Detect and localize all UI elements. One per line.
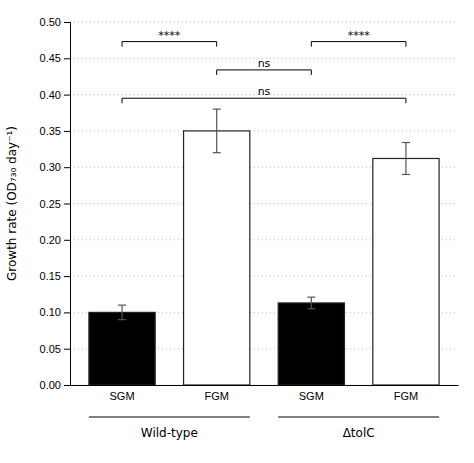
y-tick: 0.15 (40, 270, 70, 282)
error-line (121, 305, 122, 320)
error-cap (213, 109, 221, 110)
bracket-label: ns (258, 85, 271, 98)
y-tick-mark (64, 22, 70, 23)
x-tick-label: SGM (110, 390, 135, 402)
y-tick-mark (64, 167, 70, 168)
bracket (122, 98, 406, 103)
error-cap (118, 305, 126, 306)
x-tick: FGM (204, 385, 228, 402)
y-tick: 0.30 (40, 161, 70, 173)
y-tick-label: 0.30 (40, 161, 61, 173)
y-tick-label: 0.05 (40, 343, 61, 355)
bracket (217, 70, 312, 75)
y-tick: 0.10 (40, 306, 70, 318)
chart: 0.00 0.05 0.10 0.15 0.20 0.25 0.30 0.35 0.40 0.45… (0, 0, 474, 463)
y-tick-label: 0.25 (40, 198, 61, 210)
brackets: **** ns **** ns (122, 29, 406, 104)
grid-line (70, 130, 458, 131)
y-tick-mark (64, 95, 70, 96)
y-tick: 0.40 (40, 89, 70, 101)
y-tick-label: 0.10 (40, 306, 61, 318)
x-tick-label: FGM (204, 390, 228, 402)
y-tick-mark (64, 58, 70, 59)
error-cap (118, 319, 126, 320)
y-tick-mark (64, 204, 70, 205)
plot: 0.00 0.05 0.10 0.15 0.20 0.25 0.30 0.35 0.40 0.45… (5, 16, 459, 440)
x-tick-label: SGM (299, 390, 324, 402)
error-bar (118, 305, 126, 320)
error-cap (307, 308, 315, 309)
y-tick-label: 0.20 (40, 234, 61, 246)
error-cap (307, 297, 315, 298)
error-bar (402, 143, 410, 175)
grid-line (70, 22, 458, 23)
y-axis: 0.00 0.05 0.10 0.15 0.20 0.25 0.30 0.35 0.40 0.45… (40, 16, 71, 391)
bracket (122, 42, 217, 47)
y-axis-title: Growth rate (OD₇₃₀ day⁻¹) (5, 126, 19, 281)
y-tick: 0.25 (40, 198, 70, 210)
bar (278, 303, 344, 385)
error-cap (213, 152, 221, 153)
y-tick-mark (64, 349, 70, 350)
x-tick: FGM (394, 385, 418, 402)
y-tick: 0.00 (40, 379, 70, 391)
group-label: Wild-type (141, 426, 198, 440)
error-bar (307, 297, 315, 309)
y-tick: 0.45 (40, 52, 70, 64)
y-tick-mark (64, 240, 70, 241)
y-tick-label: 0.50 (40, 16, 61, 28)
y-tick: 0.05 (40, 343, 70, 355)
error-line (405, 143, 406, 175)
grid (70, 22, 458, 385)
groups: Wild-type ΔtolC (89, 417, 439, 440)
y-axis-line (64, 23, 71, 386)
x-tick-label: FGM (394, 390, 418, 402)
bracket (311, 42, 406, 47)
x-axis-line (71, 385, 459, 386)
group-label: ΔtolC (343, 426, 375, 440)
bracket-label: **** (348, 29, 371, 42)
y-tick-label: 0.15 (40, 270, 61, 282)
y-tick: 0.20 (40, 234, 70, 246)
y-tick-mark (64, 131, 70, 132)
marks (89, 109, 439, 385)
y-tick-label: 0.45 (40, 52, 61, 64)
bar (89, 312, 155, 385)
error-cap (402, 174, 410, 175)
error-bar (213, 109, 221, 153)
y-tick-label: 0.40 (40, 89, 61, 101)
group-underline (89, 416, 250, 417)
y-tick-mark (64, 312, 70, 313)
bar (373, 158, 439, 385)
error-line (311, 297, 312, 309)
error-line (216, 109, 217, 153)
group-underline (278, 416, 439, 417)
x-tick: SGM (299, 385, 324, 402)
y-tick-label: 0.35 (40, 125, 61, 137)
bar (184, 131, 250, 385)
y-tick: 0.50 (40, 16, 70, 28)
y-tick-mark (64, 385, 70, 386)
y-tick-label: 0.00 (40, 379, 61, 391)
y-tick: 0.35 (40, 125, 70, 137)
x-tick: SGM (110, 385, 135, 402)
bracket-label: ns (258, 57, 271, 70)
bracket-label: **** (158, 29, 181, 42)
error-cap (402, 142, 410, 143)
x-axis: SGM FGM SGM FGM (71, 385, 459, 402)
y-tick-mark (64, 276, 70, 277)
